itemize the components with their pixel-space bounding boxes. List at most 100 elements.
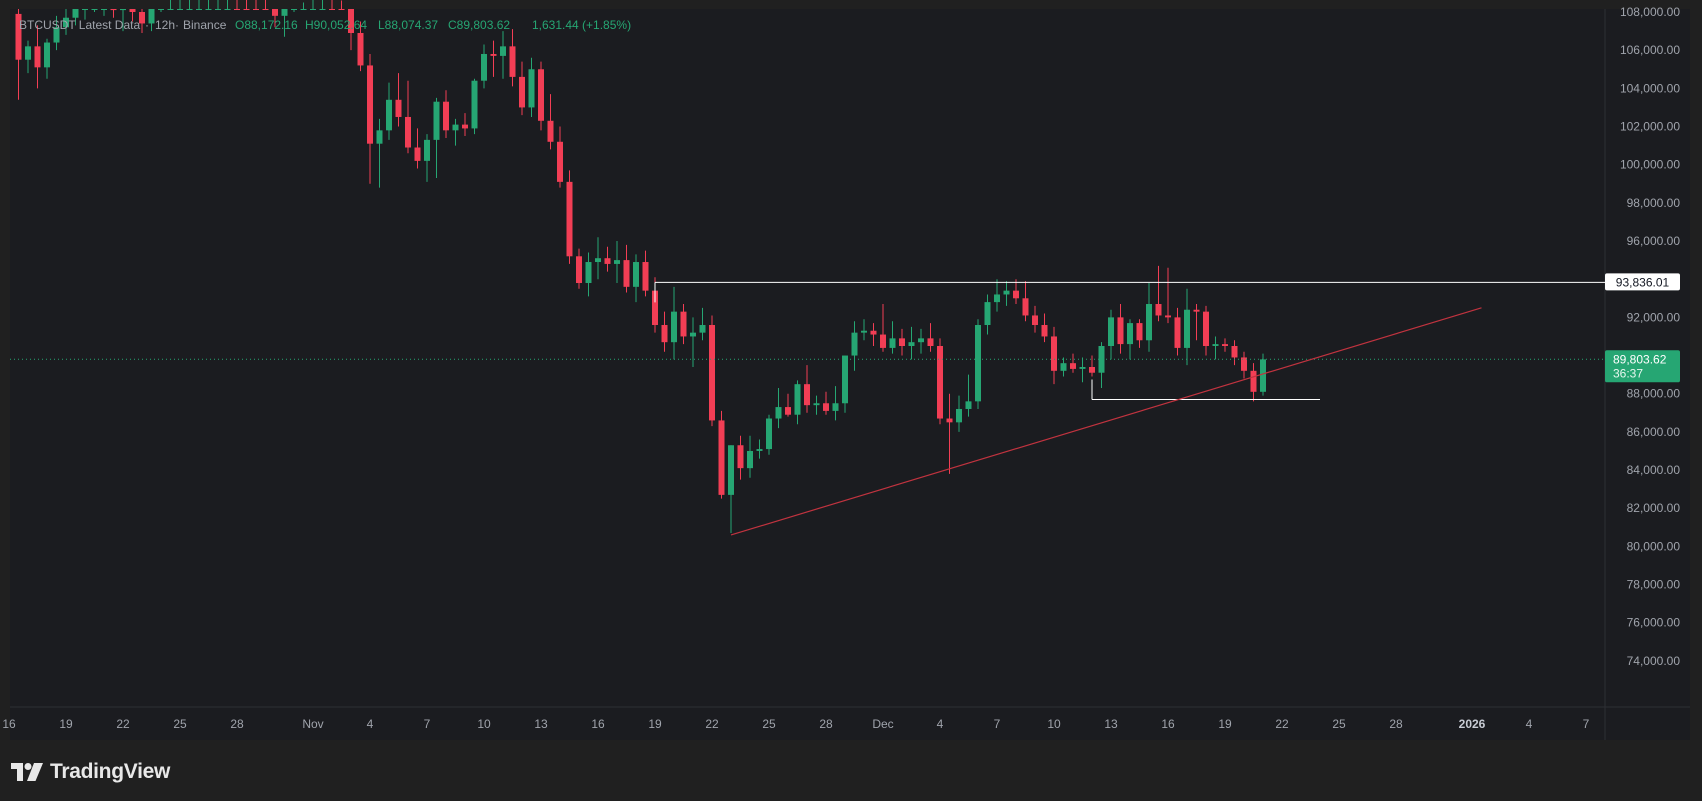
price-tick-label: 98,000.00 bbox=[1627, 196, 1681, 210]
candle-down bbox=[367, 53, 373, 184]
candle-down bbox=[538, 61, 544, 131]
candle-down bbox=[576, 248, 582, 289]
candle-up bbox=[319, 0, 326, 10]
price-tick-label: 78,000.00 bbox=[1627, 578, 1681, 592]
candle-down bbox=[709, 315, 715, 427]
candle-up bbox=[1146, 283, 1152, 352]
candle-down bbox=[899, 328, 905, 356]
candle-down bbox=[1041, 313, 1048, 343]
candle-up bbox=[1060, 357, 1067, 377]
candle-down bbox=[329, 0, 335, 10]
time-axis[interactable]: 16 19 22 25 28 Nov 4 7 10 13 16 19 22 25 28 Dec 4 7 10 13 16… bbox=[2, 717, 1589, 731]
candle-down bbox=[566, 170, 573, 264]
candle-body bbox=[167, 9, 174, 10]
legend-high: H90,052.64 bbox=[305, 18, 367, 32]
price-tick-label: 108,000.00 bbox=[1620, 5, 1680, 19]
candle-body bbox=[15, 13, 22, 60]
legend-separator: · bbox=[175, 18, 179, 32]
candle-up bbox=[671, 286, 677, 360]
candle-up bbox=[861, 319, 867, 341]
candle-body bbox=[633, 262, 639, 287]
candle-down bbox=[139, 9, 145, 33]
candle-body bbox=[870, 330, 877, 335]
price-tick-label: 80,000.00 bbox=[1627, 539, 1681, 553]
candle-body bbox=[927, 338, 934, 346]
candle-body bbox=[1032, 315, 1038, 326]
candle-up bbox=[25, 40, 31, 74]
candle-body bbox=[462, 124, 468, 129]
candle-body bbox=[956, 408, 962, 423]
candle-down bbox=[253, 0, 259, 10]
candle-down bbox=[272, 9, 278, 28]
candle-down bbox=[395, 73, 402, 127]
price-tick-label: 82,000.00 bbox=[1627, 501, 1681, 515]
candle-down bbox=[234, 0, 240, 10]
candle-body bbox=[34, 46, 41, 68]
candle-up bbox=[908, 326, 915, 360]
legend-change: 1,631.44 (+1.85%) bbox=[532, 18, 631, 32]
candle-body bbox=[1155, 304, 1162, 316]
candle-down bbox=[1117, 304, 1124, 354]
candle-up bbox=[1127, 319, 1133, 360]
candle-body bbox=[585, 262, 592, 284]
candle-body bbox=[120, 9, 126, 11]
time-tick-label: 7 bbox=[424, 717, 431, 731]
candle-down bbox=[718, 410, 725, 499]
candle-up bbox=[614, 241, 620, 284]
candle-body bbox=[889, 338, 896, 348]
candle-body bbox=[1146, 304, 1152, 341]
candle-up bbox=[832, 386, 839, 421]
candle-down bbox=[623, 244, 630, 293]
candle-up bbox=[167, 0, 174, 10]
candle-up bbox=[481, 44, 487, 89]
candle-down bbox=[490, 40, 497, 77]
candle-up bbox=[756, 439, 763, 459]
candle-body bbox=[671, 311, 677, 343]
candle-body bbox=[338, 9, 345, 10]
candle-body bbox=[908, 342, 915, 346]
level-price-tag: 93,836.01 bbox=[1605, 273, 1680, 291]
candle-down bbox=[462, 113, 468, 137]
candle-body bbox=[376, 130, 383, 144]
candle-body bbox=[490, 53, 497, 56]
candle-body bbox=[234, 9, 240, 10]
candle-up bbox=[158, 9, 164, 12]
legend-interval: 12h bbox=[155, 18, 175, 32]
drawings[interactable] bbox=[10, 281, 1605, 536]
candle-up bbox=[424, 134, 430, 182]
candle-body bbox=[281, 9, 288, 16]
candle-up bbox=[747, 435, 753, 478]
candle-down bbox=[1070, 353, 1076, 373]
candle-body bbox=[899, 338, 905, 346]
time-tick-label: 13 bbox=[1104, 717, 1118, 731]
candle-up bbox=[851, 321, 858, 371]
candle-body bbox=[139, 12, 145, 24]
candle-down bbox=[1203, 305, 1209, 356]
candle-body bbox=[737, 445, 744, 469]
price-tick-label: 102,000.00 bbox=[1620, 120, 1680, 134]
candle-body bbox=[756, 449, 763, 451]
candle-body bbox=[1089, 366, 1095, 373]
countdown-text: 36:37 bbox=[1613, 366, 1643, 380]
time-tick-label: 22 bbox=[1275, 717, 1289, 731]
candle-body bbox=[53, 27, 60, 43]
candle-up bbox=[595, 237, 601, 280]
plot-area[interactable] bbox=[10, 9, 1690, 740]
candle-down bbox=[414, 128, 421, 169]
candle-up bbox=[813, 395, 820, 415]
candle-body bbox=[63, 17, 69, 28]
candle-body bbox=[1250, 370, 1257, 392]
time-tick-label: 10 bbox=[1047, 717, 1061, 731]
candle-body bbox=[72, 9, 79, 18]
candle-body bbox=[1079, 366, 1086, 369]
price-tick-label: 106,000.00 bbox=[1620, 43, 1680, 57]
candle-body bbox=[775, 407, 782, 419]
candle-body bbox=[1165, 315, 1171, 318]
candle-body bbox=[500, 46, 506, 56]
candle-body bbox=[747, 450, 753, 469]
candle-body bbox=[1051, 336, 1057, 371]
candle-down bbox=[1165, 267, 1171, 324]
tradingview-logo[interactable]: TradingView bbox=[11, 760, 170, 784]
candle-body bbox=[348, 9, 354, 33]
